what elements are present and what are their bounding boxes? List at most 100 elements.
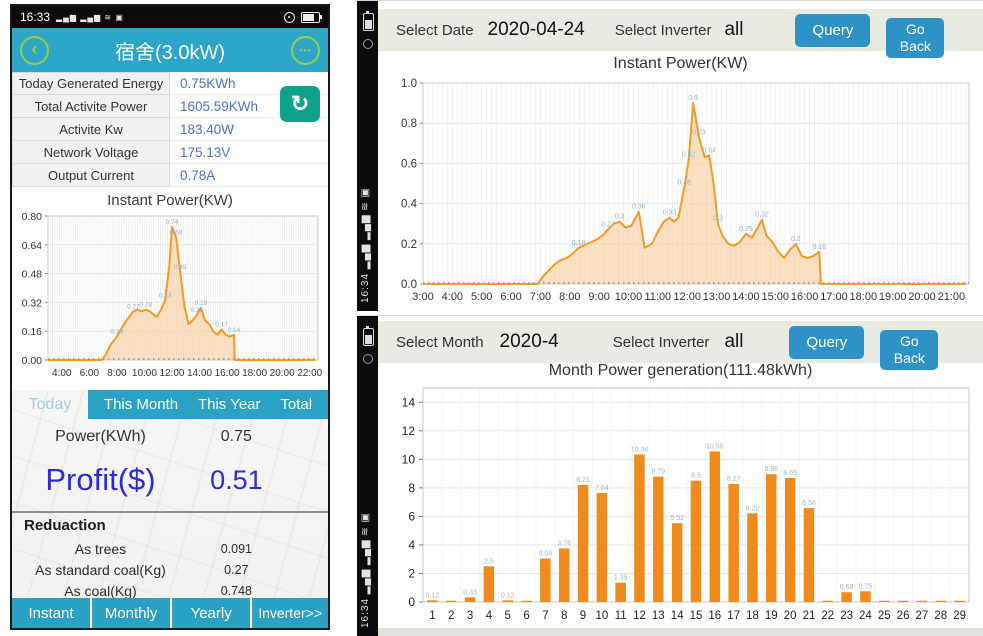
svg-text:1: 1 (429, 610, 435, 622)
refresh-button[interactable]: ↻ (280, 86, 320, 122)
inverter-select[interactable]: all (724, 19, 744, 40)
svg-text:19: 19 (765, 610, 778, 622)
svg-text:8: 8 (561, 610, 567, 622)
svg-text:0.27: 0.27 (601, 222, 615, 229)
svg-text:0.73: 0.73 (692, 129, 706, 136)
row-value: 183.40W (170, 118, 328, 141)
row-label: Output Current (12, 164, 170, 187)
tab-this-year[interactable]: This Year (197, 396, 261, 413)
rotated-status-text: 16:34 ▂▄▆ ▂▄▆ ≋ ▣ (360, 187, 371, 303)
page-title: 宿舍(3.0kW) (115, 41, 225, 64)
svg-text:0.29: 0.29 (195, 300, 208, 307)
svg-text:0.3: 0.3 (615, 214, 625, 221)
back-button[interactable]: ‹ (20, 35, 49, 65)
svg-text:10:00: 10:00 (615, 291, 643, 303)
svg-text:0.48: 0.48 (677, 180, 691, 187)
svg-text:17: 17 (727, 610, 740, 622)
svg-text:22:00: 22:00 (297, 368, 322, 379)
svg-text:16:00: 16:00 (791, 291, 819, 303)
svg-text:0.13: 0.13 (111, 329, 124, 336)
select-date-label: Select Date (396, 21, 474, 39)
rotated-status-strip: 16:34 ▂▄▆ ▂▄▆ ≋ ▣ (357, 316, 378, 636)
table-row: Total Activite Power 1605.59KWh (12, 95, 328, 118)
svg-text:7: 7 (542, 610, 548, 622)
nav-monthly-button[interactable]: Monthly (92, 598, 171, 628)
reduction-row: As standard coal(Kg) 0.27 (12, 559, 328, 580)
menu-button[interactable]: ••• (291, 35, 320, 65)
svg-text:8.5: 8.5 (691, 473, 701, 480)
svg-text:0.25: 0.25 (190, 307, 203, 314)
svg-text:0.6: 0.6 (401, 158, 417, 170)
power-label: Power(KWh) (55, 428, 146, 445)
tab-total[interactable]: Total (280, 396, 313, 413)
svg-text:8.79: 8.79 (651, 469, 665, 476)
tab-today[interactable]: Today (28, 395, 72, 413)
svg-text:15:00: 15:00 (761, 291, 789, 303)
svg-text:0.00: 0.00 (22, 355, 43, 367)
svg-text:11:00: 11:00 (644, 291, 671, 303)
svg-text:4:00: 4:00 (442, 291, 463, 303)
svg-text:12:00: 12:00 (159, 368, 184, 379)
svg-text:3: 3 (467, 610, 473, 622)
svg-text:12: 12 (633, 610, 646, 622)
svg-text:0.2: 0.2 (401, 239, 417, 251)
reduction-label: As coal(Kg) (64, 582, 137, 599)
chart-title: Instant Power(KW) (107, 192, 233, 209)
query-button[interactable]: Query (795, 13, 871, 47)
svg-text:4:00: 4:00 (52, 368, 72, 379)
svg-text:10:00: 10:00 (132, 368, 157, 379)
svg-text:0.33: 0.33 (159, 293, 172, 300)
chart-title: Instant Power(KW) (613, 55, 748, 72)
rotated-status-strip: 16:34 ▂▄▆ ▂▄▆ ≋ ▣ (357, 1, 378, 311)
inverter-select[interactable]: all (724, 331, 744, 352)
row-value: 175.13V (170, 141, 328, 164)
svg-text:20:00: 20:00 (270, 368, 295, 379)
svg-text:0.49: 0.49 (174, 264, 187, 271)
svg-text:8.96: 8.96 (764, 466, 778, 473)
svg-text:10.34: 10.34 (631, 447, 649, 454)
svg-text:8:00: 8:00 (107, 368, 127, 379)
go-back-button[interactable]: Go Back (880, 330, 939, 370)
query-button[interactable]: Query (789, 325, 865, 359)
chart-title: Month Power generation(111.48kWh) (548, 362, 813, 379)
month-select[interactable]: 2020-4 (499, 331, 559, 352)
daily-chart-panel: 16:34 ▂▄▆ ▂▄▆ ≋ ▣ Select Date 2020-04-24… (357, 0, 983, 311)
svg-text:8:00: 8:00 (559, 291, 580, 303)
svg-text:0.64: 0.64 (22, 240, 43, 252)
status-time: 16:33 (20, 10, 51, 24)
svg-text:13: 13 (652, 610, 665, 622)
profit-row: Profit($) 0.51 (12, 455, 328, 505)
svg-text:9:00: 9:00 (588, 291, 609, 303)
svg-text:20:00: 20:00 (908, 291, 936, 303)
reduction-value: 0.091 (220, 541, 252, 556)
svg-text:0.12: 0.12 (426, 592, 440, 599)
svg-text:29: 29 (953, 610, 966, 622)
svg-text:0.62: 0.62 (682, 151, 696, 158)
table-row: Output Current 0.78A (12, 164, 328, 187)
svg-text:12:00: 12:00 (673, 291, 701, 303)
svg-text:0.74: 0.74 (166, 219, 179, 226)
svg-text:0.4: 0.4 (401, 199, 418, 211)
svg-text:14: 14 (402, 395, 416, 409)
svg-text:1.0: 1.0 (401, 78, 417, 90)
nav-inverter-button[interactable]: Inverter>> (252, 598, 328, 628)
rotated-status-text: 16:34 ▂▄▆ ▂▄▆ ≋ ▣ (360, 512, 371, 628)
svg-text:13:00: 13:00 (703, 291, 731, 303)
svg-text:18:00: 18:00 (242, 368, 267, 379)
svg-text:1.35: 1.35 (614, 575, 628, 582)
svg-text:25: 25 (878, 610, 891, 622)
summary-section: Today This Month This Year Total Power(K… (12, 390, 328, 628)
row-value: 0.78A (170, 164, 328, 187)
svg-text:14:00: 14:00 (187, 368, 212, 379)
nav-yearly-button[interactable]: Yearly (172, 598, 251, 628)
query-controls: Select Month 2020-4 Select Inverter all … (378, 321, 983, 370)
svg-text:0.36: 0.36 (632, 204, 646, 211)
go-back-button[interactable]: Go Back (886, 18, 945, 58)
tab-this-month[interactable]: This Month (103, 396, 179, 413)
nav-instant-button[interactable]: Instant (12, 598, 91, 628)
date-select[interactable]: 2020-04-24 (487, 19, 585, 40)
app-header: ‹ 宿舍(3.0kW) ••• (12, 28, 328, 72)
row-label: Total Activite Power (12, 95, 170, 118)
svg-text:5.52: 5.52 (670, 515, 684, 522)
svg-text:0.9: 0.9 (688, 95, 698, 102)
